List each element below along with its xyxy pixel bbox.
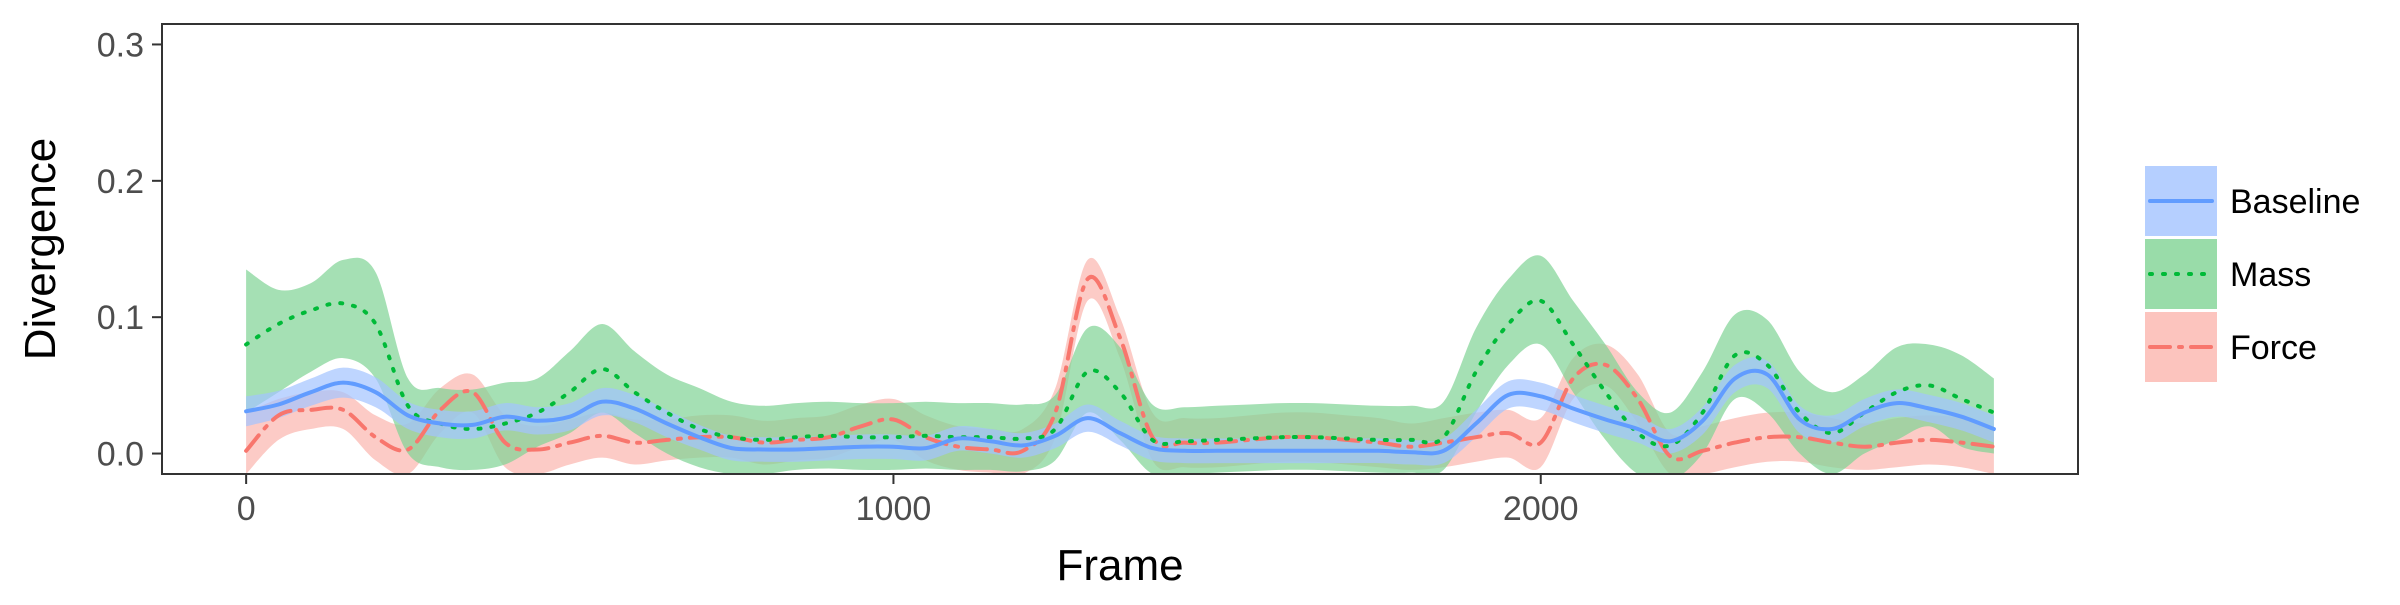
legend-label-mass: Mass xyxy=(2230,256,2311,294)
y-tick-label: 0.3 xyxy=(97,26,144,64)
y-tick-label: 0.0 xyxy=(97,436,144,474)
legend-label-force: Force xyxy=(2230,329,2317,367)
legend-item-mass: Mass xyxy=(2145,239,2311,309)
plot-panel-border xyxy=(161,23,2079,475)
y-axis-title: Divergence xyxy=(16,138,65,361)
x-tick-label: 2000 xyxy=(1503,490,1579,528)
x-tick-label: 1000 xyxy=(856,490,932,528)
x-axis: 0 1000 2000 xyxy=(237,474,1579,528)
legend-key-mass xyxy=(2145,239,2217,309)
x-axis-title: Frame xyxy=(1056,541,1183,590)
force-series-line xyxy=(244,274,1996,462)
baseline-series-line xyxy=(244,368,1996,456)
legend-label-baseline: Baseline xyxy=(2230,183,2360,221)
legend: Baseline Mass Force xyxy=(2145,166,2360,382)
series-lines xyxy=(244,274,1996,462)
legend-item-baseline: Baseline xyxy=(2145,166,2360,236)
x-tick-label: 0 xyxy=(237,490,256,528)
mass-series-line xyxy=(244,298,1996,449)
y-tick-label: 0.1 xyxy=(97,299,144,337)
y-tick-label: 0.2 xyxy=(97,163,144,201)
y-axis: 0.0 0.1 0.2 0.3 xyxy=(97,26,162,474)
legend-item-force: Force xyxy=(2145,312,2317,382)
